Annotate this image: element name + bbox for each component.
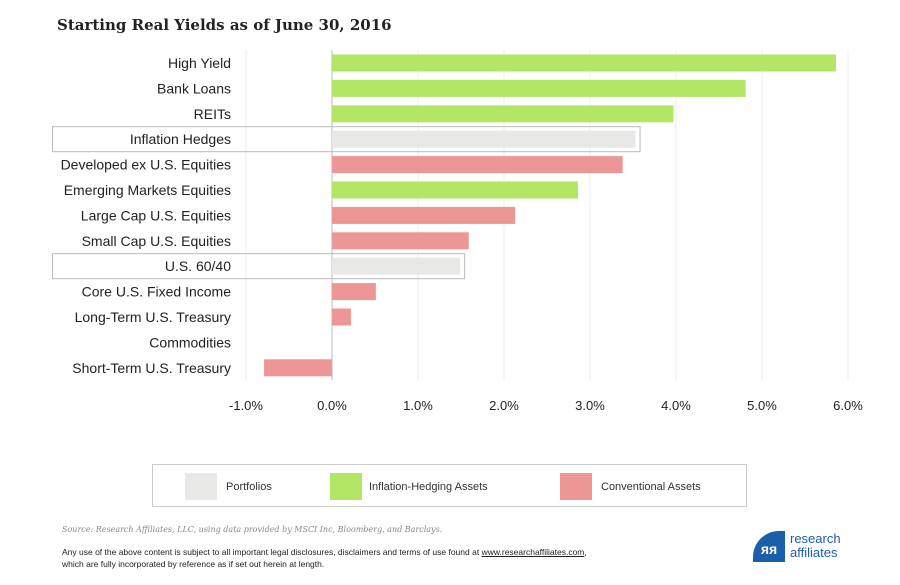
logo-text: research affiliates [790, 532, 841, 560]
category-label: Inflation Hedges [130, 131, 231, 147]
x-tick-label: 4.0% [661, 398, 691, 413]
bar [332, 283, 376, 301]
bar [332, 130, 636, 148]
x-tick-label: -1.0% [229, 398, 263, 413]
category-label: Small Cap U.S. Equities [82, 233, 231, 249]
legend: Portfolios Inflation-Hedging Assets Conv… [152, 464, 747, 507]
x-tick-label: 2.0% [489, 398, 519, 413]
portfolio-highlight-box [52, 126, 641, 153]
logo-line: research [790, 531, 841, 546]
bar [332, 105, 674, 123]
source-note: Source: Research Affiliates, LLC, using … [62, 525, 443, 534]
legend-swatch-conventional [560, 473, 592, 500]
bar [332, 308, 351, 326]
bar [332, 232, 469, 250]
x-tick-label: 5.0% [747, 398, 777, 413]
legend-label: Portfolios [226, 481, 272, 493]
category-label: Long-Term U.S. Treasury [75, 309, 231, 325]
x-tick-label: 3.0% [575, 398, 605, 413]
legend-swatch-portfolios [185, 473, 217, 500]
bar [332, 156, 623, 174]
bar [332, 257, 461, 275]
logo-mark-icon: ᴙᴙ [753, 531, 785, 562]
bar [264, 359, 332, 377]
portfolio-highlight-box [52, 253, 466, 280]
chart-title: Starting Real Yields as of June 30, 2016 [57, 16, 392, 34]
legend-swatch-inflation [330, 473, 362, 500]
logo-line: affiliates [790, 545, 838, 560]
x-tick-label: 6.0% [833, 398, 863, 413]
bar [332, 54, 836, 72]
x-tick-label: 1.0% [403, 398, 433, 413]
category-label: Commodities [149, 334, 231, 350]
category-label: Large Cap U.S. Equities [81, 207, 231, 223]
category-label: Developed ex U.S. Equities [61, 157, 231, 173]
disclaimer-text: , [584, 547, 587, 557]
disclaimer-text: Any use of the above content is subject … [62, 547, 482, 557]
research-affiliates-logo: ᴙᴙ research affiliates [753, 531, 863, 563]
category-label: Emerging Markets Equities [64, 182, 231, 198]
disclaimer-text: which are fully incorporated by referenc… [62, 559, 325, 569]
x-tick-label: 0.0% [317, 398, 347, 413]
category-label: Bank Loans [157, 80, 231, 96]
disclaimer: Any use of the above content is subject … [62, 546, 587, 570]
bar [332, 206, 516, 224]
legend-label: Inflation-Hedging Assets [369, 481, 488, 493]
category-label: Core U.S. Fixed Income [82, 284, 232, 300]
legend-label: Conventional Assets [601, 481, 701, 493]
bar [332, 79, 746, 97]
bar-chart: -1.0% 0.0% 1.0% 2.0% 3.0% 4.0% 5.0% 6.0% High Yi… [52, 50, 863, 413]
website-link[interactable]: www.researchaffiliates.com [481, 547, 585, 557]
category-label: Short-Term U.S. Treasury [72, 360, 231, 376]
category-label: High Yield [168, 55, 231, 71]
category-label: U.S. 60/40 [165, 258, 231, 274]
bar [332, 181, 578, 199]
category-label: REITs [194, 106, 231, 122]
